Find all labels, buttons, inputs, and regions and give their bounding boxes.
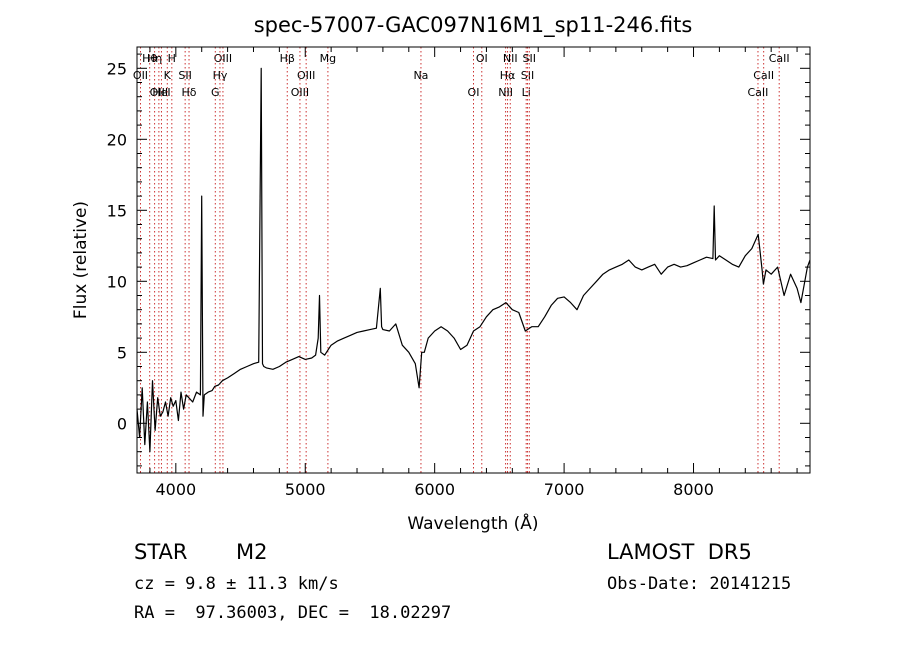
x-tick-label: 7000 [544,480,585,499]
line-marker-label: OIII [214,52,232,65]
line-marker-label: SII [178,69,191,82]
x-tick-label: 4000 [155,480,196,499]
line-marker-label: G [211,86,220,99]
line-marker-label: SII [523,52,536,65]
line-marker-label: Mg [320,52,336,65]
chart-title: spec-57007-GAC097N16M1_sp11-246.fits [254,13,693,38]
line-marker-label: OIII [291,86,309,99]
y-axis: 0 5 10 15 20 25 [107,53,810,467]
line-marker-label: CaII [769,52,790,65]
line-marker-label: Li [522,86,531,99]
spectrum-series [136,67,811,453]
y-tick-label: 0 [117,414,127,433]
spectrum-line [136,67,811,453]
line-marker-label: Hδ [182,86,197,99]
line-marker-label: OI [468,86,480,99]
y-tick-label: 20 [107,130,127,149]
line-marker-label: CaII [748,86,769,99]
line-marker-label: OIII [297,69,315,82]
line-marker-label: Hγ [213,69,228,82]
y-tick-label: 10 [107,272,127,291]
y-tick-label: 15 [107,201,127,220]
line-marker-label: Hα [500,69,516,82]
x-tick-label: 8000 [673,480,714,499]
line-marker-label: OII [133,69,148,82]
observation-date: Obs-Date: 20141215 [607,574,792,594]
line-marker-label: Na [413,69,428,82]
x-tick-label: 5000 [285,480,326,499]
coordinates: RA = 97.36003, DEC = 18.02297 [134,603,452,623]
survey-name: LAMOST DR5 [607,540,752,564]
line-marker-label: NII [503,52,518,65]
redshift-readout: cz = 9.8 ± 11.3 km/s [134,574,339,594]
line-marker-label: NII [498,86,513,99]
x-tick-label: 6000 [414,480,455,499]
emission-line-markers: HθOIIOIIIHηKHeIHSIIHδOIIIHγGHβOIIIOIIIMg… [133,47,790,473]
line-marker-label: SII [521,69,534,82]
line-marker-label: Hβ [280,52,295,65]
y-axis-label: Flux (relative) [71,201,91,319]
line-marker-label: Hθ [142,52,157,65]
y-tick-label: 25 [107,59,127,78]
line-marker-label: Hη [147,52,162,65]
line-marker-label: K [164,69,172,82]
object-subclass: M2 [236,540,268,564]
plot-frame [136,46,811,474]
line-marker-label: CaII [753,69,774,82]
x-axis: 4000 5000 6000 7000 8000 [149,47,798,499]
y-tick-label: 5 [117,343,127,362]
line-marker-label: OI [476,52,488,65]
object-class: STAR [134,540,188,564]
line-marker-label: H [168,52,176,65]
x-axis-label: Wavelength (Å) [407,512,538,534]
line-marker-label: HeI [152,86,170,99]
